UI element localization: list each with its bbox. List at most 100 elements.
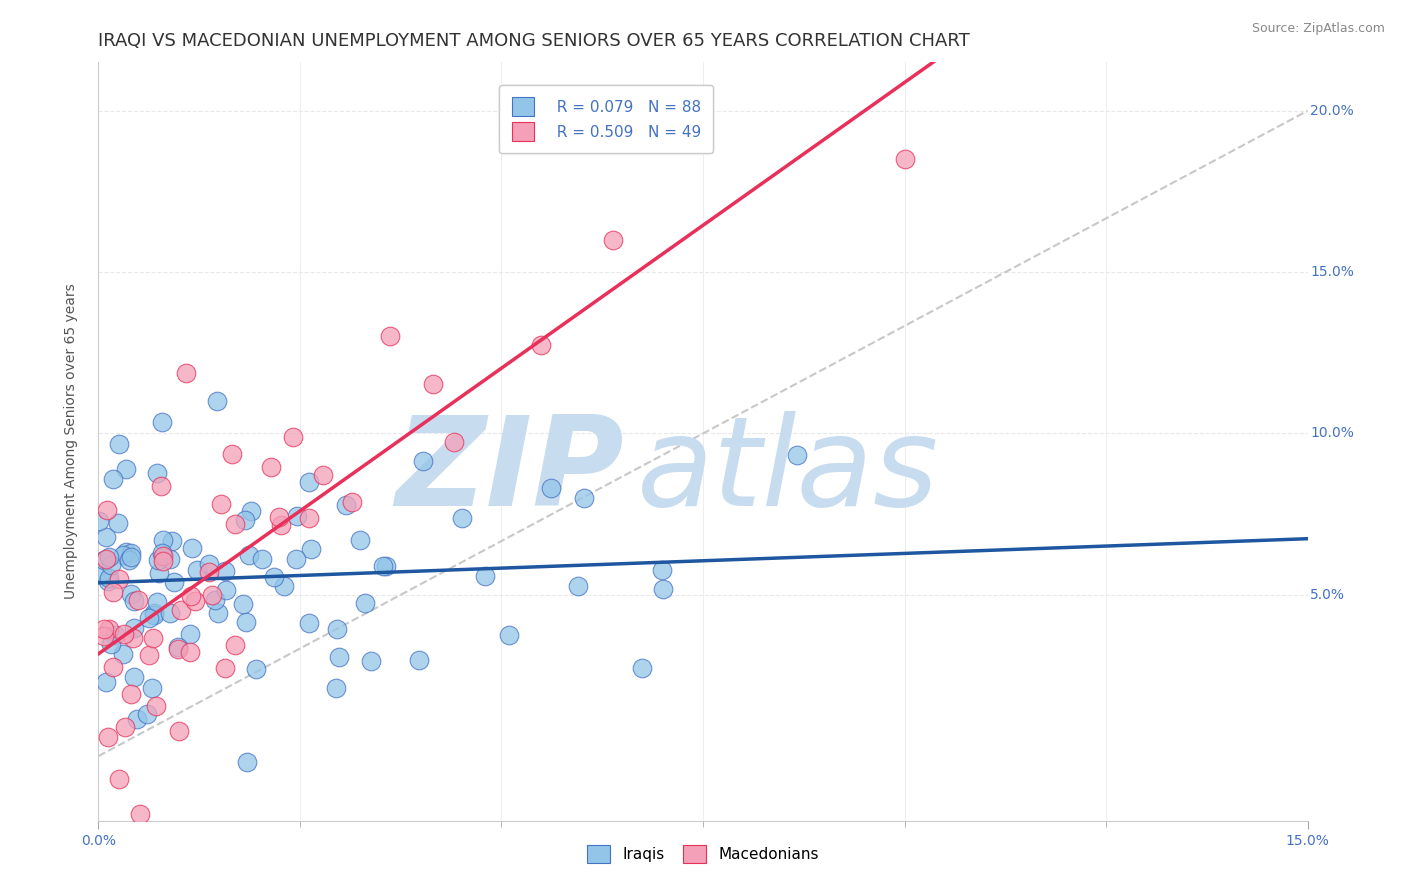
Point bbox=[328, 649, 350, 664]
Point bbox=[166, 640, 188, 655]
Point bbox=[143, 608, 166, 623]
Point bbox=[224, 638, 246, 652]
Point bbox=[335, 498, 357, 512]
Point bbox=[450, 511, 472, 525]
Point bbox=[530, 338, 553, 352]
Point bbox=[114, 721, 136, 735]
Point bbox=[232, 597, 254, 611]
Point bbox=[540, 482, 562, 496]
Point bbox=[174, 366, 197, 380]
Point bbox=[652, 582, 675, 596]
Point bbox=[214, 661, 236, 675]
Point bbox=[197, 557, 219, 571]
Point bbox=[129, 807, 152, 822]
Point bbox=[179, 645, 201, 659]
Point bbox=[97, 622, 120, 636]
Point bbox=[108, 572, 131, 586]
Point bbox=[233, 512, 256, 526]
Point bbox=[572, 491, 595, 505]
Point bbox=[298, 475, 321, 489]
Point bbox=[204, 592, 226, 607]
Point bbox=[117, 552, 139, 566]
Point bbox=[108, 437, 131, 451]
Point bbox=[98, 550, 121, 565]
Point bbox=[209, 498, 232, 512]
Point bbox=[184, 593, 207, 607]
Point bbox=[112, 627, 135, 641]
Point bbox=[221, 447, 243, 461]
Point bbox=[240, 503, 263, 517]
Point bbox=[273, 579, 295, 593]
Point bbox=[89, 514, 111, 528]
Point bbox=[148, 552, 170, 566]
Point bbox=[146, 595, 169, 609]
Point bbox=[263, 570, 285, 584]
Point bbox=[120, 687, 142, 701]
Point bbox=[94, 551, 117, 566]
Point bbox=[114, 462, 136, 476]
Point bbox=[186, 563, 208, 577]
Point bbox=[270, 518, 292, 533]
Point bbox=[299, 541, 322, 556]
Point bbox=[125, 712, 148, 726]
Point bbox=[353, 596, 375, 610]
Text: ZIP: ZIP bbox=[395, 411, 624, 533]
Point bbox=[124, 621, 146, 635]
Text: 20.0%: 20.0% bbox=[1310, 103, 1354, 118]
Point bbox=[412, 454, 434, 468]
Point bbox=[142, 632, 165, 646]
Point bbox=[120, 546, 142, 560]
Point bbox=[96, 502, 118, 516]
Text: Source: ZipAtlas.com: Source: ZipAtlas.com bbox=[1251, 22, 1385, 36]
Point bbox=[260, 460, 283, 475]
Point bbox=[281, 430, 304, 444]
Point bbox=[93, 623, 115, 637]
Text: atlas: atlas bbox=[637, 411, 939, 533]
Point bbox=[159, 551, 181, 566]
Point bbox=[298, 510, 321, 524]
Point bbox=[214, 564, 236, 578]
Point bbox=[285, 551, 308, 566]
Point bbox=[215, 582, 238, 597]
Point bbox=[146, 466, 169, 480]
Point bbox=[349, 533, 371, 547]
Point bbox=[122, 631, 145, 645]
Point bbox=[285, 509, 308, 524]
Point bbox=[380, 329, 402, 343]
Point bbox=[90, 566, 112, 580]
Point bbox=[94, 675, 117, 690]
Point bbox=[101, 585, 124, 599]
Point bbox=[198, 565, 221, 579]
Point bbox=[150, 415, 173, 429]
Point bbox=[340, 494, 363, 508]
Point bbox=[224, 517, 246, 532]
Point bbox=[205, 394, 228, 409]
Point bbox=[93, 629, 115, 643]
Point bbox=[141, 681, 163, 695]
Point bbox=[120, 549, 142, 564]
Point bbox=[152, 549, 174, 564]
Point bbox=[181, 541, 204, 555]
Point bbox=[179, 627, 201, 641]
Point bbox=[269, 510, 291, 524]
Point bbox=[325, 681, 347, 695]
Point bbox=[97, 730, 120, 744]
Point bbox=[93, 553, 115, 567]
Point bbox=[567, 579, 589, 593]
Point bbox=[312, 468, 335, 483]
Point bbox=[122, 594, 145, 608]
Point bbox=[101, 659, 124, 673]
Point bbox=[443, 435, 465, 450]
Point bbox=[360, 654, 382, 668]
Point bbox=[422, 376, 444, 391]
Point bbox=[94, 530, 117, 544]
Point bbox=[150, 546, 173, 560]
Point bbox=[235, 615, 257, 629]
Point bbox=[498, 628, 520, 642]
Point bbox=[120, 586, 142, 600]
Point bbox=[408, 653, 430, 667]
Point bbox=[170, 602, 193, 616]
Point bbox=[630, 661, 652, 675]
Point bbox=[326, 623, 349, 637]
Point bbox=[159, 606, 181, 620]
